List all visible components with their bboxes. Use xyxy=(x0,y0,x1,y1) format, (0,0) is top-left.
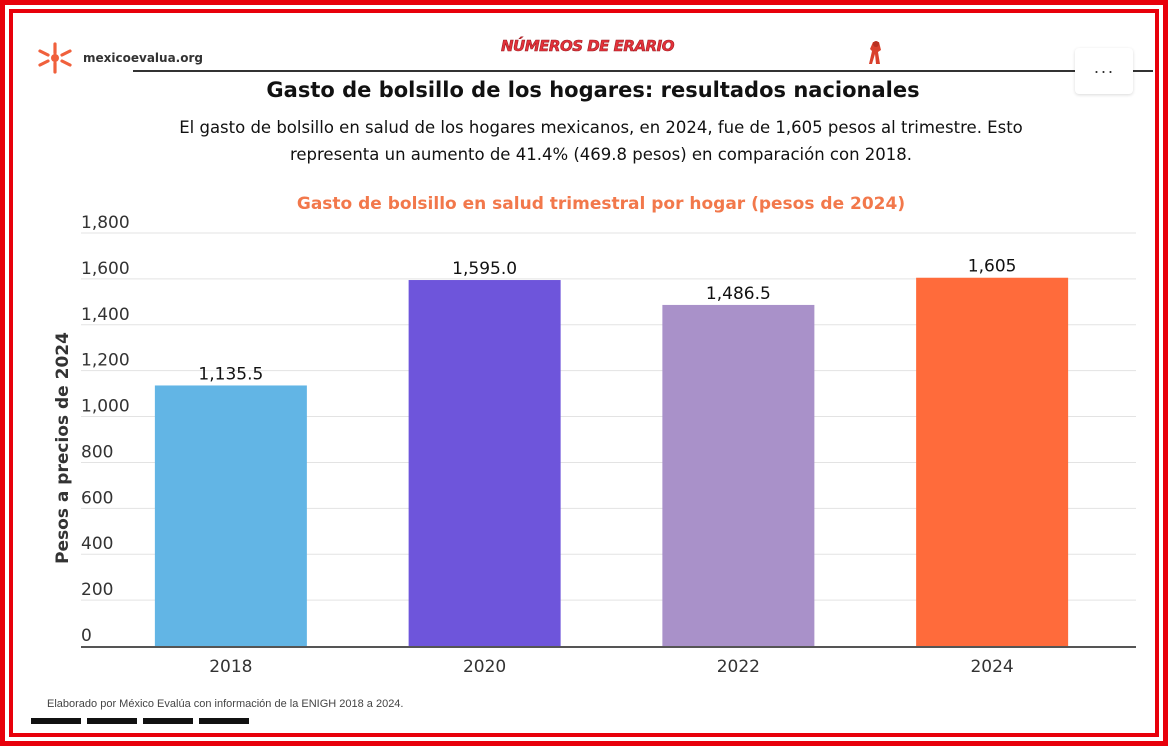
y-tick-label: 200 xyxy=(81,580,113,600)
y-tick-label: 1,400 xyxy=(81,305,130,325)
y-tick-label: 600 xyxy=(81,488,113,508)
bar-2020 xyxy=(408,280,561,646)
toolbar-bar xyxy=(199,718,249,724)
bar-layer xyxy=(154,277,1069,646)
numeros-de-erario-banner: NÚMEROS DE ERARIO xyxy=(501,37,675,56)
y-tick-label: 1,200 xyxy=(81,351,130,371)
page-title: Gasto de bolsillo de los hogares: result… xyxy=(266,78,920,102)
x-tick-label-2024: 2024 xyxy=(970,657,1013,677)
y-tick-label: 400 xyxy=(81,534,113,554)
y-tick-label: 1,000 xyxy=(81,397,130,417)
toolbar-bar xyxy=(31,718,81,724)
data-label-2022: 1,486.5 xyxy=(706,284,771,304)
data-label-2024: 1,605 xyxy=(968,257,1017,277)
inner-frame xyxy=(9,9,1159,737)
data-label-2018: 1,135.5 xyxy=(198,364,263,384)
mexicoevalua-logo-icon xyxy=(38,42,72,74)
bar-2024 xyxy=(916,277,1069,646)
source-note: Elaborado por México Evalúa con informac… xyxy=(47,698,404,710)
y-axis-label: Pesos a precios de 2024 xyxy=(53,332,73,564)
label-layer: 0 200 400 600 800 1,000 1,200 1,400 1,600 1,800 1,… xyxy=(81,213,1016,677)
toolbar-bar xyxy=(87,718,137,724)
y-tick-label: 800 xyxy=(81,442,113,462)
y-tick-label: 1,600 xyxy=(81,259,130,279)
chart-canvas: mexicoevalua.org NÚMEROS DE ERARIO ··· G… xyxy=(13,13,1155,733)
toolbar-bar xyxy=(143,718,193,724)
data-label-2020: 1,595.0 xyxy=(452,259,517,279)
mascot-icon xyxy=(869,41,881,64)
x-tick-label-2018: 2018 xyxy=(209,657,252,677)
site-name: mexicoevalua.org xyxy=(83,51,203,65)
chart-title: Gasto de bolsillo en salud trimestral po… xyxy=(296,194,906,214)
header-divider xyxy=(133,70,1153,72)
y-tick-label: 1,800 xyxy=(81,213,130,233)
bottom-toolbar-bars xyxy=(31,718,249,724)
x-tick-label-2020: 2020 xyxy=(463,657,506,677)
more-options-button[interactable]: ··· xyxy=(1075,48,1133,94)
brand[interactable]: mexicoevalua.org xyxy=(35,40,203,76)
bar-2022 xyxy=(662,304,815,646)
page-subtitle: El gasto de bolsillo en salud de los hog… xyxy=(179,118,1023,164)
bar-chart: 0 200 400 600 800 1,000 1,200 1,400 1,600 1,800 1,… xyxy=(53,213,1136,677)
y-tick-label: 0 xyxy=(81,626,92,646)
bar-2018 xyxy=(154,385,307,646)
x-tick-label-2022: 2022 xyxy=(717,657,760,677)
